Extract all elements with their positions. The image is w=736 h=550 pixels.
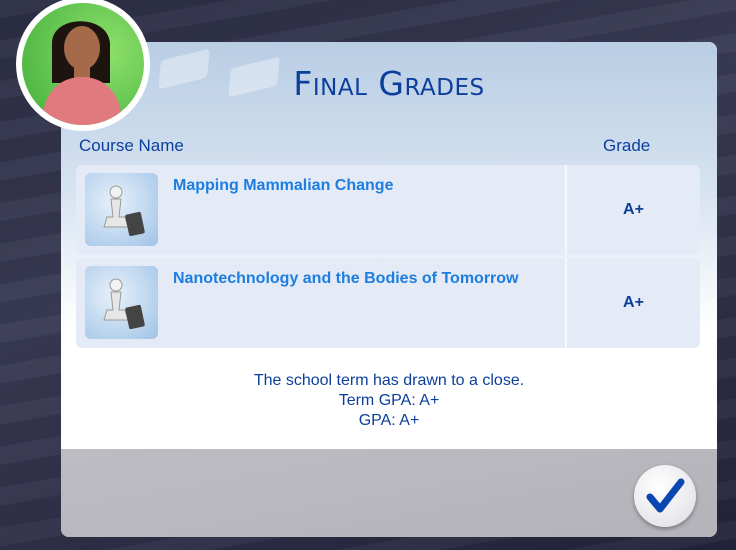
dialog-title: Final Grades	[293, 64, 485, 103]
confirm-button[interactable]	[634, 465, 696, 527]
overall-gpa: GPA: A+	[358, 412, 420, 429]
grade-header: Grade	[603, 136, 651, 155]
course-grade: A+	[623, 201, 644, 218]
chess-pawn-book-icon	[85, 173, 158, 246]
course-name: Mapping Mammalian Change	[173, 177, 394, 194]
sim-avatar	[16, 0, 150, 131]
divider	[565, 258, 567, 348]
term-closed-message: The school term has drawn to a close.	[253, 372, 525, 389]
course-row: Mapping Mammalian Change A+	[76, 165, 700, 255]
final-grades-dialog: Final Grades Course Name Grade Mapping M…	[61, 42, 717, 537]
divider	[565, 165, 567, 255]
term-gpa: Term GPA: A+	[338, 392, 440, 409]
term-summary: The school term has drawn to a close. Te…	[61, 371, 717, 431]
chess-pawn-book-icon	[85, 266, 158, 339]
course-row: Nanotechnology and the Bodies of Tomorro…	[76, 258, 700, 348]
course-grade: A+	[623, 294, 644, 311]
course-name-header: Course Name	[79, 136, 184, 155]
dialog-footer	[61, 449, 717, 537]
course-name: Nanotechnology and the Bodies of Tomorro…	[173, 270, 519, 287]
checkmark-icon	[646, 478, 685, 513]
